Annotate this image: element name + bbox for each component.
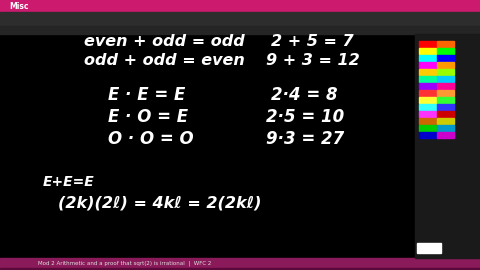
Bar	[419, 97, 436, 103]
Bar	[0, 26, 480, 34]
Bar	[419, 76, 436, 82]
Bar	[437, 69, 454, 75]
Bar	[0, 12, 480, 26]
Bar	[437, 62, 454, 68]
Text: Misc: Misc	[10, 2, 29, 11]
Bar	[437, 97, 454, 103]
Bar	[419, 40, 436, 47]
Bar	[0, 258, 480, 269]
Bar	[419, 110, 436, 117]
Text: 2·5 = 10: 2·5 = 10	[266, 108, 345, 126]
Bar	[0, 0, 480, 12]
Bar	[419, 62, 436, 68]
Text: 2·4 = 8: 2·4 = 8	[271, 86, 338, 104]
Text: 9 + 3 = 12: 9 + 3 = 12	[266, 53, 360, 68]
Bar	[419, 117, 436, 124]
Bar	[419, 69, 436, 75]
Text: (2k)(2ℓ) = 4kℓ = 2(2kℓ): (2k)(2ℓ) = 4kℓ = 2(2kℓ)	[58, 195, 261, 211]
Bar	[419, 48, 436, 54]
Bar	[437, 40, 454, 47]
Bar	[437, 131, 454, 138]
Bar	[437, 110, 454, 117]
Bar	[437, 104, 454, 110]
Bar	[437, 48, 454, 54]
Text: 9·3 = 27: 9·3 = 27	[266, 130, 345, 147]
Bar	[437, 117, 454, 124]
Text: E · O = E: E · O = E	[108, 108, 188, 126]
Text: O · O = O: O · O = O	[108, 130, 193, 147]
Bar	[419, 90, 436, 96]
Bar	[415, 34, 480, 258]
Bar	[419, 131, 436, 138]
Bar	[419, 124, 436, 131]
Text: E · E = E: E · E = E	[108, 86, 185, 104]
Bar	[419, 104, 436, 110]
Bar	[437, 76, 454, 82]
Bar	[419, 55, 436, 61]
Bar	[437, 124, 454, 131]
Bar	[0, 268, 480, 270]
Bar	[437, 55, 454, 61]
Text: odd + odd = even: odd + odd = even	[84, 53, 245, 68]
Bar	[437, 90, 454, 96]
Bar	[437, 83, 454, 89]
Bar	[417, 243, 441, 253]
Text: even + odd = odd: even + odd = odd	[84, 34, 245, 49]
Text: Mod 2 Arithmetic and a proof that sqrt(2) is irrational  |  WFC 2: Mod 2 Arithmetic and a proof that sqrt(2…	[38, 261, 212, 266]
Text: 2 + 5 = 7: 2 + 5 = 7	[271, 34, 354, 49]
Text: E+E=E: E+E=E	[43, 174, 95, 188]
Bar	[419, 83, 436, 89]
